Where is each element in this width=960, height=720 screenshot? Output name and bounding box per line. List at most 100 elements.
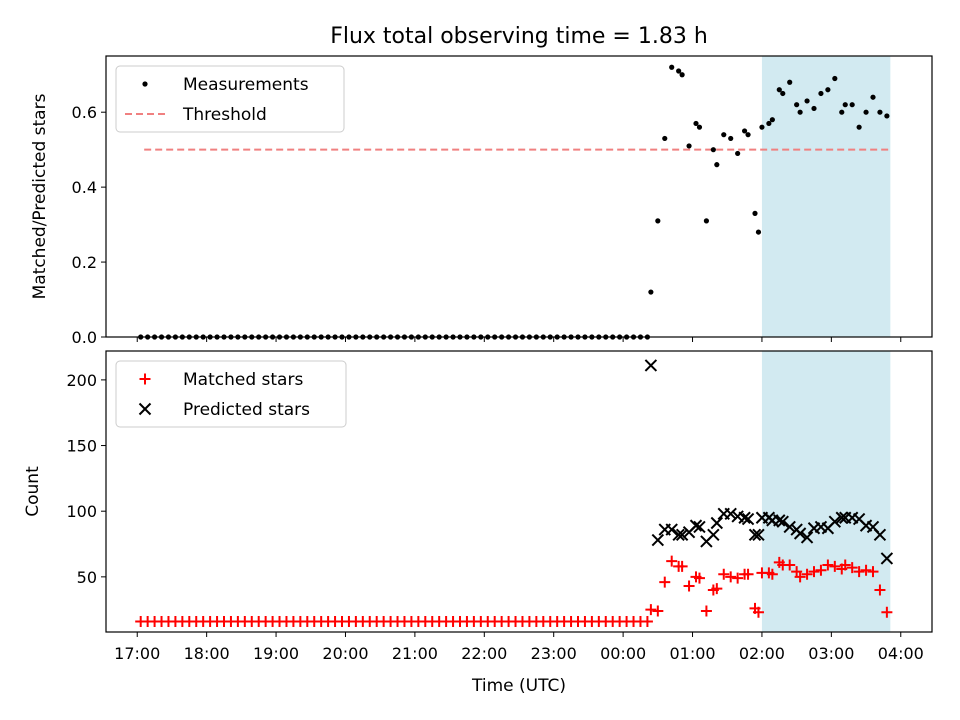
x-tick-label: 19:00 [253, 644, 299, 663]
matched-star-point [718, 568, 730, 580]
measurement-point [755, 229, 762, 235]
legend-dot-swatch [142, 81, 148, 87]
observing-window-span [761, 56, 891, 337]
x-axis-label: Time (UTC) [471, 676, 566, 696]
matched-star-point [822, 559, 834, 571]
x-tick-label: 21:00 [392, 644, 438, 663]
measurement-point [804, 98, 810, 104]
measurement-point [884, 113, 890, 119]
predicted-star-point [793, 527, 807, 540]
predicted-star-point [783, 520, 796, 534]
y-tick-label: 0.0 [72, 328, 97, 347]
matched-star-point [700, 605, 712, 617]
matched-star-point [711, 583, 723, 595]
matched-star-point [752, 606, 764, 618]
predicted-star-point [738, 511, 751, 524]
measurement-point [662, 135, 668, 142]
matched-star-point [801, 568, 813, 580]
x-tick-label: 22:00 [461, 644, 507, 663]
measurement-point [766, 120, 772, 127]
x-tick-label: 17:00 [114, 644, 160, 663]
legend: Measurements Threshold [115, 65, 345, 133]
measurement-point [745, 132, 751, 138]
predicted-star-point [752, 528, 765, 542]
matched-star-point [645, 604, 657, 616]
measurement-point [648, 289, 654, 295]
measurement-point [752, 210, 758, 216]
measurement-point [839, 109, 845, 115]
axes-frame [105, 350, 933, 633]
measurement-point [710, 147, 716, 153]
measurement-point [870, 94, 876, 100]
measurement-point [669, 64, 675, 70]
predicted-star-point [675, 528, 689, 542]
measurement-point [721, 132, 727, 138]
predicted-star-point [741, 512, 755, 526]
measurement-point [728, 135, 734, 142]
predicted-star-point [773, 514, 786, 527]
ratio-subplot: 0.0 0.2 0.4 0.6 Matched/Predicted stars Measu… [30, 55, 933, 347]
legend-plus-swatch [139, 373, 151, 385]
legend-label: Matched stars [183, 370, 303, 390]
matched-star-point [815, 564, 827, 576]
matched-star-point [853, 566, 865, 578]
predicted-star-point [776, 515, 789, 528]
predicted-star-point [873, 528, 887, 542]
measurement-point [863, 109, 869, 115]
x-tick-label: 18:00 [184, 644, 230, 663]
matched-star-point [693, 572, 705, 584]
measurement-point [787, 79, 793, 85]
measurement-point [759, 124, 765, 130]
matched-star-point [659, 576, 671, 588]
predicted-star-point [672, 528, 685, 542]
x-tick-label: 02:00 [739, 644, 785, 663]
measurement-point [655, 218, 661, 224]
matched-star-point [683, 580, 695, 592]
x-tick-label: 00:00 [600, 644, 646, 663]
measurement-point [780, 90, 786, 97]
matched-star-point [641, 615, 653, 627]
predicted-star-point [651, 533, 665, 547]
x-tick-label: 23:00 [531, 644, 577, 663]
matched-star-point [846, 562, 858, 574]
matched-star-point [666, 555, 678, 567]
measurement-point [679, 72, 685, 78]
matched-star-point [794, 571, 806, 583]
x-tick-label: 03:00 [808, 644, 854, 663]
matched-star-point [784, 559, 796, 571]
measurement-point [832, 75, 838, 82]
legend-label: Measurements [183, 75, 309, 95]
matched-star-point [829, 560, 841, 572]
measurement-point [676, 68, 682, 74]
legend-label: Threshold [182, 105, 267, 125]
y-tick-label: 100 [66, 502, 97, 521]
predicted-star-point [880, 552, 894, 565]
y-tick-label: 0.4 [72, 178, 97, 197]
predicted-star-point [707, 528, 720, 542]
measurement-point [735, 150, 741, 157]
measurement-point [696, 124, 703, 130]
measurement-point [849, 102, 855, 108]
measurement-point [741, 128, 748, 134]
y-tick-label: 150 [66, 437, 97, 456]
legend-label: Predicted stars [183, 400, 310, 420]
measurement-point [686, 143, 692, 149]
legend: Matched stars Predicted stars [115, 360, 347, 428]
axes-frame [105, 55, 933, 338]
measurement-point [703, 218, 710, 224]
predicted-star-point [710, 516, 724, 530]
matched-star-point [725, 571, 737, 583]
y-tick-label: 50 [77, 568, 97, 587]
matched-star-point [881, 606, 893, 618]
x-tick-label: 20:00 [322, 644, 368, 663]
measurement-point [797, 109, 803, 115]
measurement-point [825, 87, 831, 93]
measurement-point [818, 90, 824, 97]
matched-star-point [742, 568, 754, 580]
matched-star-point [860, 564, 872, 576]
observing-window-span [761, 351, 891, 632]
measurement-point [794, 102, 800, 108]
matched-star-point [874, 584, 886, 596]
predicted-star-point [800, 531, 814, 544]
